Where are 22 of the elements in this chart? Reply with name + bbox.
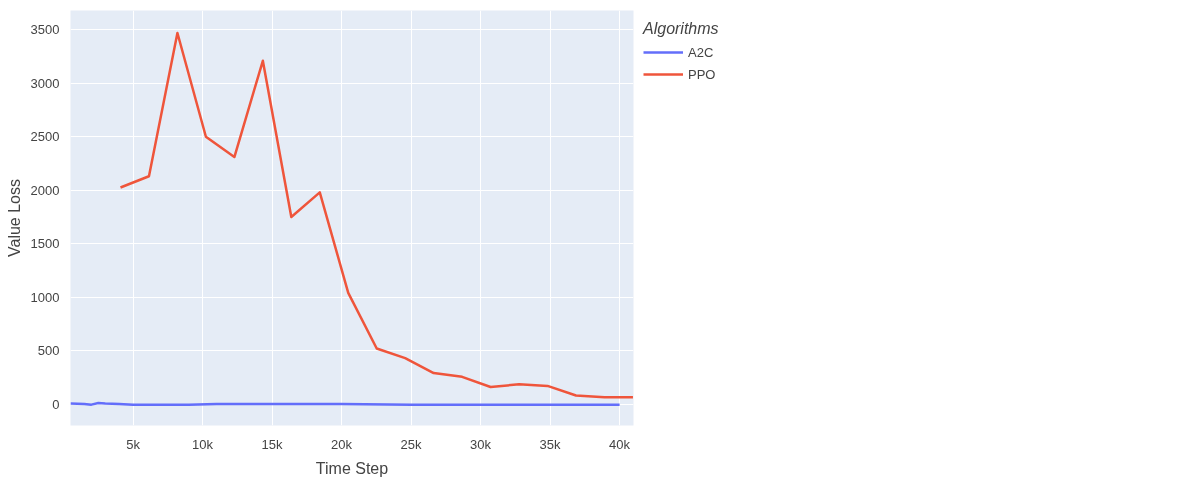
x-tick-label: 10k [192, 436, 214, 452]
y-axis-title: Value Loss [5, 179, 23, 257]
x-tick-label: 25k [400, 436, 423, 452]
x-tick-label: 30k [470, 436, 492, 452]
y-tick-label: 1000 [30, 289, 60, 305]
legend-title: Algorithms [643, 20, 719, 38]
x-tick-label: 15k [261, 436, 284, 452]
y-tick-label: 1500 [30, 236, 60, 252]
y-tick-label: 0 [52, 396, 60, 412]
y-tick-label: 2500 [30, 129, 60, 145]
legend-label: A2C [688, 44, 714, 60]
x-axis-title: Time Step [315, 459, 389, 477]
y-tick-label: 500 [37, 343, 60, 359]
y-tick-label: 3000 [30, 75, 60, 91]
legend-label: PPO [688, 66, 716, 82]
x-tick-label: 35k [539, 436, 562, 452]
y-tick-label: 3500 [30, 22, 60, 38]
x-tick-label: 40k [609, 436, 631, 452]
x-tick-label: 20k [331, 436, 353, 452]
y-tick-label: 2000 [30, 182, 60, 198]
x-tick-label: 5k [126, 436, 141, 452]
line-series [119, 31, 634, 399]
